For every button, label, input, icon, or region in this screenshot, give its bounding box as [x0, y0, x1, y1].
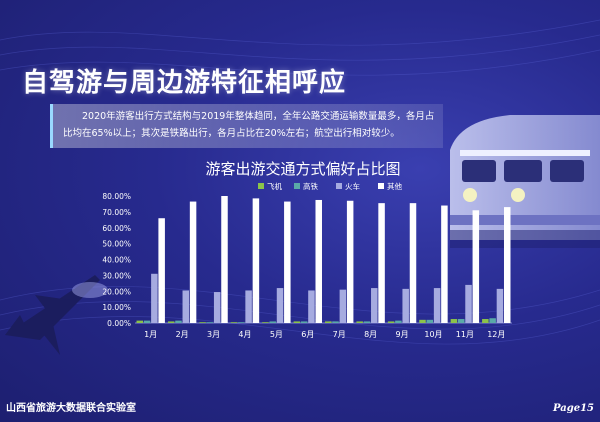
bar-3-6 — [346, 200, 354, 323]
x-tick-label: 2月 — [176, 330, 189, 339]
page-title: 自驾游与周边游特征相呼应 — [22, 68, 347, 98]
y-tick-label: 70.00% — [102, 208, 131, 217]
bar-0-7 — [356, 321, 363, 323]
bar-0-0 — [136, 320, 144, 323]
legend-swatch — [258, 183, 264, 189]
bar-0-4 — [262, 322, 269, 323]
bar-0-8 — [387, 321, 395, 323]
y-tick-label: 50.00% — [102, 240, 131, 249]
legend-label: 飞机 — [267, 181, 282, 191]
x-tick-label: 4月 — [238, 330, 251, 339]
bar-1-6 — [332, 321, 339, 323]
train-illustration — [450, 115, 600, 248]
bar-2-11 — [496, 288, 504, 323]
chart-legend: 飞机 高铁 火车 其他 — [258, 181, 402, 191]
bar-0-2 — [199, 322, 206, 323]
x-tick-label: 7月 — [333, 330, 346, 339]
bar-1-10 — [457, 319, 465, 323]
bar-1-7 — [363, 321, 371, 323]
x-tick-label: 11月 — [456, 330, 474, 339]
bar-3-2 — [221, 196, 228, 323]
bar-0-9 — [419, 319, 426, 323]
legend-swatch — [336, 183, 342, 189]
bar-1-3 — [238, 322, 245, 323]
bar-2-3 — [245, 290, 252, 323]
bar-3-8 — [409, 203, 417, 323]
bar-1-2 — [206, 322, 214, 323]
bar-2-0 — [151, 273, 158, 323]
x-tick-label: 3月 — [207, 330, 220, 339]
airplane-illustration — [5, 275, 108, 355]
x-axis: 1月 2月 3月 4月 5月 6月 7月 8月 9月 10月 11月 12月 — [135, 322, 512, 339]
intro-box: 2020年游客出行方式结构与2019年整体趋同，全年公路交通运输数量最多，各月占… — [50, 104, 443, 148]
bar-1-9 — [426, 319, 434, 323]
bar-2-6 — [339, 289, 347, 323]
x-tick-label: 5月 — [270, 330, 283, 339]
bar-2-10 — [465, 284, 472, 323]
bar-2-1 — [182, 290, 190, 323]
legend-label: 高铁 — [303, 181, 318, 191]
bar-3-5 — [315, 199, 322, 323]
bar-0-1 — [167, 321, 175, 323]
y-tick-label: 60.00% — [102, 224, 131, 233]
bar-2-7 — [371, 288, 378, 323]
intro-text: 2020年游客出行方式结构与2019年整体趋同，全年公路交通运输数量最多，各月占… — [63, 111, 435, 139]
x-tick-label: 6月 — [301, 330, 314, 339]
bar-0-10 — [450, 319, 458, 323]
bar-0-6 — [325, 321, 332, 323]
legend-label: 其他 — [387, 181, 402, 191]
page-number: Page15 — [552, 403, 594, 414]
y-tick-label: 30.00% — [102, 271, 131, 280]
bar-2-4 — [276, 288, 284, 323]
bar-3-3 — [252, 198, 260, 323]
chart-title: 游客出游交通方式偏好占比图 — [205, 160, 400, 178]
bar-3-0 — [158, 218, 165, 323]
bar-1-5 — [300, 321, 308, 323]
x-tick-label: 9月 — [395, 330, 408, 339]
y-tick-label: 80.00% — [102, 192, 131, 201]
y-tick-label: 40.00% — [102, 256, 131, 265]
bar-3-11 — [503, 207, 511, 323]
bar-2-8 — [402, 288, 409, 323]
x-tick-label: 12月 — [487, 330, 505, 339]
bar-0-3 — [230, 322, 238, 323]
y-tick-label: 10.00% — [102, 303, 131, 312]
legend-label: 火车 — [345, 181, 360, 191]
y-tick-label: 20.00% — [102, 287, 131, 296]
bar-2-2 — [213, 292, 221, 323]
bar-0-5 — [293, 321, 301, 323]
bar-1-11 — [489, 318, 496, 323]
bar-1-4 — [269, 321, 276, 323]
footer-org: 山西省旅游大数据联合实验室 — [6, 403, 136, 414]
x-tick-label: 10月 — [424, 330, 442, 339]
bar-3-1 — [189, 201, 197, 323]
bar-3-9 — [441, 205, 448, 323]
y-tick-label: 0.00% — [107, 319, 131, 328]
legend-swatch — [378, 183, 384, 189]
bar-0-11 — [482, 319, 489, 323]
bar-1-1 — [175, 320, 182, 323]
bar-3-10 — [472, 210, 480, 323]
bar-1-8 — [395, 320, 402, 323]
x-tick-label: 8月 — [364, 330, 377, 339]
bar-1-0 — [143, 320, 151, 323]
x-tick-label: 1月 — [144, 330, 157, 339]
bar-2-5 — [308, 290, 315, 323]
y-axis: 0.00% 10.00% 20.00% 30.00% 40.00% 50.00% 60.00… — [102, 192, 131, 328]
bar-3-4 — [284, 201, 291, 323]
bar-3-7 — [378, 203, 385, 323]
bar-2-9 — [433, 288, 441, 323]
legend-swatch — [294, 183, 300, 189]
bars — [136, 196, 511, 323]
